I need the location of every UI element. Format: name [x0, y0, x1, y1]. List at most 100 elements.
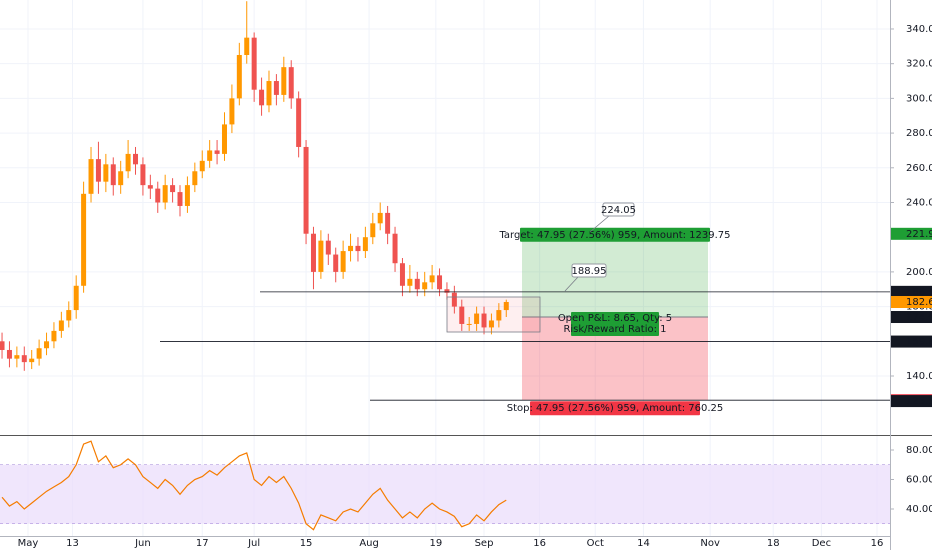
candle-body [496, 310, 502, 321]
target-label: Target: 47.95 (27.56%) 959, Amount: 1239… [498, 230, 730, 241]
price-tag-label: 221.95 [906, 229, 932, 240]
callout-label: 224.05 [601, 205, 636, 216]
candle-body [281, 67, 287, 95]
rsi-tick-label: 80.00 [906, 445, 932, 456]
callout-leader [564, 276, 579, 292]
price-tag-label: 174.00 [906, 312, 932, 323]
price-tag [891, 296, 932, 309]
rsi-tick-label: 60.00 [906, 475, 932, 486]
candle-body [147, 185, 153, 189]
candle-body [221, 124, 227, 154]
candle-body [184, 185, 190, 206]
candle-body [392, 233, 398, 264]
price-tag [891, 335, 932, 348]
y-tick-label: 320.00 [906, 59, 932, 70]
candle-body [14, 355, 20, 359]
x-tick-label: 18 [767, 538, 780, 549]
candle-body [318, 240, 324, 272]
candle-body [29, 358, 35, 363]
rsi-tick-label: 40.00 [906, 504, 932, 515]
candle-body [259, 89, 265, 106]
x-tick-label: 16 [871, 538, 884, 549]
y-tick-label: 280.00 [906, 128, 932, 139]
callout-label: 188.95 [572, 266, 607, 277]
price-tag-label: 182.65 [906, 297, 932, 308]
x-tick-label: 13 [66, 538, 79, 549]
candle-body [325, 240, 331, 255]
candle-body [44, 341, 50, 349]
x-tick-label: Nov [700, 538, 720, 549]
candle-body [133, 153, 139, 165]
candle-body [236, 55, 242, 99]
candle-body [251, 37, 257, 90]
price-tag [891, 227, 932, 240]
candle-body [58, 320, 64, 331]
candle-body [355, 245, 361, 252]
candle-body [422, 282, 428, 290]
candle-body [229, 98, 235, 125]
x-tick-label: 19 [429, 538, 442, 549]
x-tick-label: 14 [637, 538, 650, 549]
candle-body [125, 153, 131, 172]
x-tick-label: Aug [359, 538, 379, 549]
candle-body [414, 278, 420, 290]
pnl-box [571, 312, 659, 337]
candle-body [399, 263, 405, 286]
candle-body [444, 289, 450, 293]
x-tick-label: 16 [533, 538, 546, 549]
candle-body [140, 164, 146, 186]
candle-body [370, 223, 376, 238]
candle-body [288, 67, 294, 99]
candle-body [407, 278, 413, 286]
candle-body [459, 306, 465, 324]
rsi-band-layer [0, 440, 890, 531]
overlays: Target: 47.95 (27.56%) 959, Amount: 1239… [160, 202, 890, 416]
x-tick-label: Oct [587, 538, 604, 549]
price-tag [891, 285, 932, 298]
rsi-line [1, 440, 507, 531]
x-tick-label: May [18, 538, 39, 549]
y-tick-label: 300.00 [906, 93, 932, 104]
candle-body [303, 146, 309, 234]
x-tick-label: Dec [812, 538, 831, 549]
candle-body [377, 212, 383, 224]
candle-body [310, 233, 316, 272]
candle-body [481, 313, 487, 328]
candle-body [81, 193, 87, 286]
candle-body [451, 292, 457, 307]
candle-body [6, 349, 12, 359]
candle-body [0, 341, 5, 350]
candle-body [333, 254, 339, 272]
candle-body [170, 185, 176, 193]
candle-body [244, 37, 250, 56]
price-tag [891, 311, 932, 324]
candle-body [95, 159, 101, 182]
candle-body [73, 285, 79, 311]
candle-body [51, 330, 57, 342]
x-tick-label: Sep [475, 538, 494, 549]
candle-body [88, 159, 94, 194]
axes: May 13 Jun 17 Jul 15 Aug 19 Sep 16 Oct 14 Nov 18 Dec 16… [18, 24, 932, 549]
x-tick-label: Jun [134, 538, 151, 549]
candle-body [266, 81, 272, 106]
target-zone [522, 233, 708, 318]
candle-body [273, 81, 279, 95]
x-tick-label: Jul [247, 538, 260, 549]
candle-body [118, 171, 124, 186]
candle-body [192, 171, 198, 186]
price-tag [891, 395, 932, 408]
pnl-label: Open P&L: 8.65, Qty: 5 [558, 313, 672, 324]
price-tag-label: 125.55 [906, 396, 932, 407]
y-tick-label: 240.00 [906, 197, 932, 208]
candle-body [474, 313, 480, 324]
y-tick-label: 140.00 [906, 371, 932, 382]
candle-body [437, 275, 443, 290]
candle-body [296, 98, 302, 147]
candle-body [36, 348, 42, 359]
candle-body [429, 275, 435, 283]
x-tick-label: 15 [300, 538, 313, 549]
candle-body [177, 192, 183, 206]
candle-body [21, 355, 27, 363]
x-tick-label: 17 [196, 538, 209, 549]
